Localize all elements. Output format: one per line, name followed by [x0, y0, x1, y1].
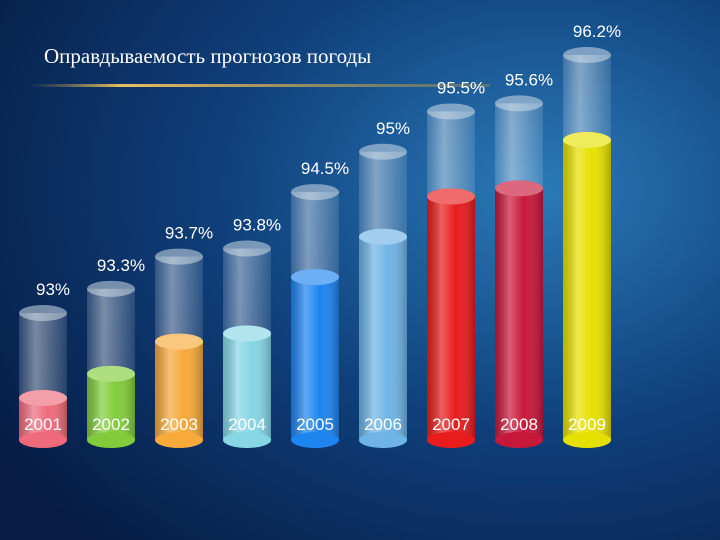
glass-cap	[495, 95, 543, 112]
bar-top-highlight	[87, 365, 135, 382]
value-label: 95.5%	[437, 78, 485, 97]
bar-top-highlight	[223, 325, 271, 342]
x-tick-label: 2008	[500, 415, 538, 434]
bar-top	[223, 325, 271, 342]
glass-cap	[87, 280, 135, 297]
value-label: 93.7%	[165, 224, 213, 243]
bar-shine	[155, 341, 203, 440]
bar-bottom	[223, 432, 271, 448]
bar-top	[495, 180, 543, 197]
bar-bottom	[563, 432, 611, 448]
bar-top	[563, 132, 611, 148]
glass-cap	[19, 305, 67, 321]
bar-top	[427, 188, 475, 205]
bar-top	[19, 390, 67, 406]
bar-top-highlight	[291, 269, 339, 286]
bar-top-highlight	[495, 180, 543, 197]
x-tick-label: 2007	[432, 415, 470, 434]
x-tick-label: 2003	[160, 415, 198, 434]
value-label: 95.6%	[505, 70, 553, 89]
glass-cap	[427, 103, 475, 120]
bar-shine	[495, 188, 543, 440]
value-label: 93.8%	[233, 216, 281, 235]
glass-cap	[155, 248, 203, 265]
bar-shine	[223, 333, 271, 440]
x-tick-label: 2001	[24, 415, 62, 434]
value-label: 94.5%	[301, 159, 349, 178]
bar-top-highlight	[155, 333, 203, 350]
bar-top-highlight	[427, 188, 475, 205]
value-label: 95%	[376, 119, 410, 138]
bar-bottom	[87, 432, 135, 448]
bar-top	[87, 365, 135, 382]
x-tick-label: 2004	[228, 415, 266, 434]
bar-top-highlight	[19, 390, 67, 406]
value-label: 93.3%	[97, 256, 145, 275]
glass-cap	[291, 184, 339, 201]
bar-shine	[427, 196, 475, 440]
bar-bottom	[19, 432, 67, 448]
bar-bottom	[291, 432, 339, 448]
bar-shine	[291, 277, 339, 440]
value-label: 96.2%	[573, 22, 621, 41]
glass-cap	[359, 143, 407, 160]
x-tick-label: 2005	[296, 415, 334, 434]
x-tick-label: 2009	[568, 415, 606, 434]
bar-bottom	[495, 432, 543, 448]
bar-shine	[87, 373, 135, 440]
bar-shine	[563, 140, 611, 440]
glass-cap	[563, 47, 611, 63]
bar-top	[291, 269, 339, 286]
bar-top-highlight	[563, 132, 611, 148]
bar-bottom	[427, 432, 475, 448]
bar-shine	[359, 236, 407, 440]
bar-top-highlight	[359, 228, 407, 245]
glass-cap	[223, 240, 271, 257]
bar-bottom	[155, 432, 203, 448]
value-label: 93%	[36, 280, 70, 299]
bar-top	[155, 333, 203, 350]
bar-top	[359, 228, 407, 245]
title-rule	[30, 84, 490, 87]
chart-title: Оправдываемость прогнозов погоды	[44, 44, 371, 68]
bar-bottom	[359, 432, 407, 448]
x-tick-label: 2006	[364, 415, 402, 434]
x-tick-label: 2002	[92, 415, 130, 434]
